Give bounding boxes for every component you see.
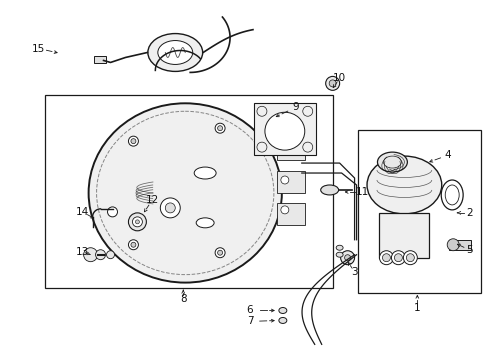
Circle shape xyxy=(390,251,405,265)
Circle shape xyxy=(340,251,354,265)
Text: 7: 7 xyxy=(246,316,253,327)
Ellipse shape xyxy=(278,318,286,323)
Text: 13: 13 xyxy=(76,247,89,257)
Circle shape xyxy=(217,250,222,255)
Circle shape xyxy=(165,203,175,213)
Text: 14: 14 xyxy=(76,207,89,217)
Text: 9: 9 xyxy=(292,102,299,112)
Ellipse shape xyxy=(88,103,281,283)
Text: 6: 6 xyxy=(246,306,253,315)
Text: 2: 2 xyxy=(465,208,471,218)
Ellipse shape xyxy=(366,156,441,214)
Ellipse shape xyxy=(264,112,304,150)
Circle shape xyxy=(447,239,458,251)
Circle shape xyxy=(131,139,136,144)
Circle shape xyxy=(328,80,335,87)
Circle shape xyxy=(406,254,413,262)
Ellipse shape xyxy=(377,152,407,172)
Circle shape xyxy=(215,123,224,133)
Bar xyxy=(276,203,304,225)
Ellipse shape xyxy=(147,33,202,71)
Ellipse shape xyxy=(158,41,192,64)
Text: 4: 4 xyxy=(444,150,450,160)
Ellipse shape xyxy=(194,167,216,179)
Circle shape xyxy=(132,217,142,227)
Ellipse shape xyxy=(444,185,458,205)
Bar xyxy=(276,171,304,193)
Circle shape xyxy=(403,251,416,265)
Ellipse shape xyxy=(196,218,214,228)
Ellipse shape xyxy=(335,245,343,250)
Ellipse shape xyxy=(335,252,343,257)
Circle shape xyxy=(128,240,138,250)
Circle shape xyxy=(95,250,105,260)
Text: 10: 10 xyxy=(332,73,346,84)
Circle shape xyxy=(280,176,288,184)
Text: 1: 1 xyxy=(413,302,420,312)
Bar xyxy=(276,138,304,160)
Bar xyxy=(448,240,470,250)
Circle shape xyxy=(128,213,146,231)
Circle shape xyxy=(107,207,117,217)
Circle shape xyxy=(135,220,139,224)
Circle shape xyxy=(325,76,339,90)
Ellipse shape xyxy=(278,307,286,314)
Circle shape xyxy=(160,198,180,218)
Bar xyxy=(357,130,480,293)
Bar xyxy=(93,57,105,63)
Text: 11: 11 xyxy=(355,187,368,197)
Circle shape xyxy=(280,206,288,214)
Circle shape xyxy=(106,251,114,259)
Circle shape xyxy=(217,126,222,131)
Text: 12: 12 xyxy=(145,195,159,205)
Circle shape xyxy=(379,251,393,265)
Circle shape xyxy=(215,248,224,258)
Ellipse shape xyxy=(320,185,338,195)
Bar xyxy=(379,213,428,258)
Bar xyxy=(45,95,332,288)
Circle shape xyxy=(394,254,402,262)
Text: 15: 15 xyxy=(32,44,45,54)
Circle shape xyxy=(83,248,98,262)
Circle shape xyxy=(382,254,389,262)
Bar xyxy=(253,103,315,155)
Text: 5: 5 xyxy=(465,245,471,255)
Circle shape xyxy=(280,141,288,149)
Circle shape xyxy=(344,255,350,261)
Circle shape xyxy=(128,136,138,146)
Circle shape xyxy=(131,242,136,247)
Text: 3: 3 xyxy=(350,267,357,276)
Text: 8: 8 xyxy=(180,293,186,303)
